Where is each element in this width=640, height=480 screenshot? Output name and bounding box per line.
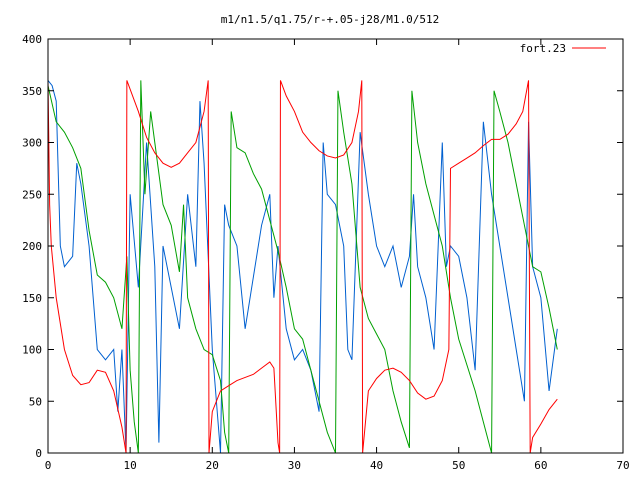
y-tick-label: 350 — [22, 85, 42, 98]
y-tick-label: 250 — [22, 188, 42, 201]
legend-label: fort.23 — [520, 42, 566, 55]
x-tick-label: 40 — [370, 459, 383, 472]
y-tick-label: 150 — [22, 292, 42, 305]
y-tick-label: 0 — [35, 447, 42, 460]
x-tick-label: 60 — [534, 459, 547, 472]
y-tick-label: 100 — [22, 344, 42, 357]
y-tick-label: 300 — [22, 137, 42, 150]
y-tick-label: 200 — [22, 240, 42, 253]
chart-title: m1/n1.5/q1.75/r-+.05-j28/M1.0/512 — [221, 13, 440, 26]
x-tick-label: 20 — [206, 459, 219, 472]
series-line-2 — [47, 80, 558, 454]
y-tick-label: 400 — [22, 33, 42, 46]
axis-ticks: 0 10 20 30 40 50 60 70 0 50 100 150 200 250 300 350 400 — [22, 33, 630, 472]
y-tick-label: 50 — [29, 395, 42, 408]
series-line-0 — [47, 80, 558, 454]
legend: fort.23 — [520, 42, 606, 55]
x-tick-label: 70 — [616, 459, 629, 472]
x-tick-label: 30 — [288, 459, 301, 472]
x-tick-label: 0 — [45, 459, 52, 472]
series-layer — [47, 80, 558, 454]
series-line-1 — [47, 80, 558, 454]
x-tick-label: 50 — [452, 459, 465, 472]
x-tick-label: 10 — [124, 459, 137, 472]
